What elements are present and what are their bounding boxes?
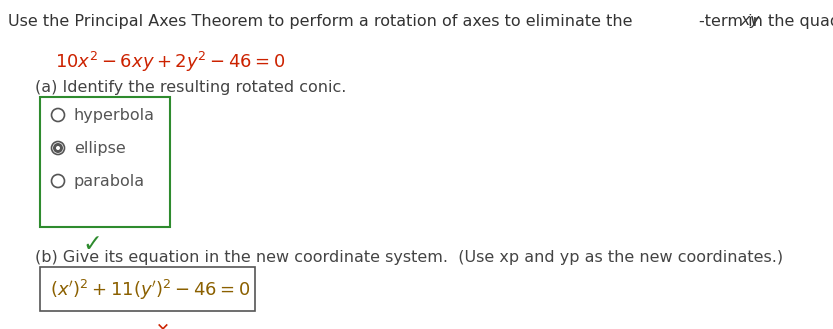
Text: $(x')^2 + 11(y')^2 - 46 = 0$: $(x')^2 + 11(y')^2 - 46 = 0$ <box>50 278 251 302</box>
Text: $xy$: $xy$ <box>740 14 761 30</box>
Text: (a) Identify the resulting rotated conic.: (a) Identify the resulting rotated conic… <box>35 80 347 95</box>
Circle shape <box>56 146 60 150</box>
Text: $10x^2 - 6xy + 2y^2 - 46 = 0$: $10x^2 - 6xy + 2y^2 - 46 = 0$ <box>55 50 286 74</box>
Text: ✕: ✕ <box>156 320 169 329</box>
Text: Use the Principal Axes Theorem to perform a rotation of axes to eliminate the: Use the Principal Axes Theorem to perfor… <box>8 14 637 29</box>
Text: hyperbola: hyperbola <box>74 108 155 123</box>
Text: ellipse: ellipse <box>74 141 126 156</box>
Text: parabola: parabola <box>74 174 145 189</box>
Text: ✓: ✓ <box>82 232 102 256</box>
Circle shape <box>53 143 63 153</box>
Text: -term in the quadratic equation.: -term in the quadratic equation. <box>699 14 833 29</box>
Text: (b) Give its equation in the new coordinate system.  (Use xp and yp as the new c: (b) Give its equation in the new coordin… <box>35 250 783 265</box>
